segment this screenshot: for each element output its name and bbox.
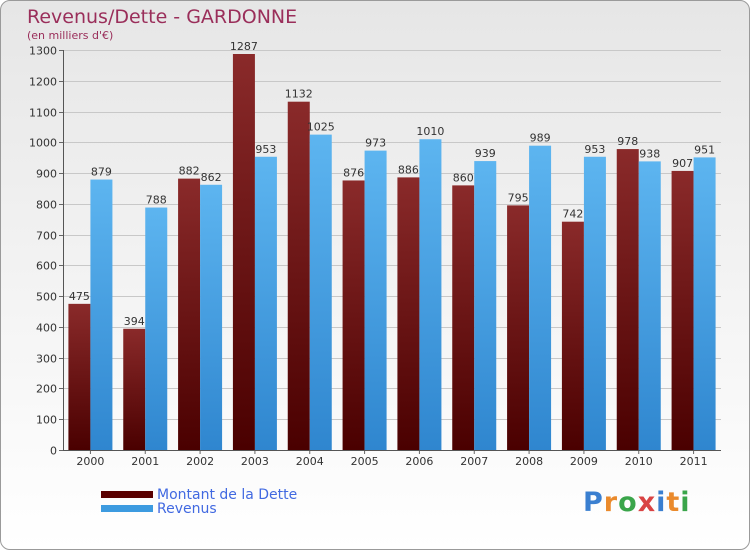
bar-dette — [616, 149, 639, 451]
y-tick-label: 500 — [36, 291, 57, 304]
bar-revenus — [309, 134, 332, 450]
legend-swatch-revenus — [101, 505, 153, 512]
bar-revenus — [90, 179, 113, 451]
data-label-revenus: 953 — [584, 143, 605, 156]
bar-dette — [178, 178, 201, 450]
bar-revenus — [583, 156, 606, 450]
bar-revenus — [254, 156, 277, 450]
labels: 0 100 200 300 400 500 600 700 800 900 1000 1100 1200… — [29, 40, 715, 468]
bar-revenus — [529, 145, 552, 450]
bar-dette — [507, 205, 530, 450]
bar-revenus — [364, 150, 387, 450]
logo-letter: i — [680, 487, 691, 518]
y-tick-label: 900 — [36, 168, 57, 181]
y-tick-label: 1200 — [29, 76, 57, 89]
data-label-dette: 475 — [69, 290, 90, 303]
data-label-revenus: 989 — [530, 132, 551, 145]
legend-label-dette: Montant de la Dette — [157, 487, 298, 503]
data-label-dette: 742 — [562, 208, 583, 221]
data-label-revenus: 1025 — [307, 121, 335, 134]
bar-revenus — [419, 139, 442, 450]
data-label-revenus: 938 — [639, 147, 660, 160]
x-tick-label: 2006 — [405, 455, 433, 468]
x-tick-label: 2008 — [515, 455, 543, 468]
x-tick-label: 2009 — [570, 455, 598, 468]
data-label-dette: 394 — [124, 315, 145, 328]
bar-revenus — [693, 157, 716, 450]
data-label-revenus: 788 — [146, 194, 167, 207]
axes — [59, 50, 721, 454]
bar-revenus — [474, 161, 497, 451]
y-tick-label: 1000 — [29, 137, 57, 150]
legend-label-revenus: Revenus — [157, 501, 217, 517]
data-label-revenus: 951 — [694, 143, 715, 156]
data-label-revenus: 879 — [91, 166, 112, 179]
logo-letter: t — [666, 487, 681, 518]
y-tick-label: 0 — [50, 445, 57, 458]
bar-dette — [342, 180, 365, 450]
bar-dette — [452, 185, 475, 450]
y-tick-label: 800 — [36, 199, 57, 212]
data-label-dette: 795 — [508, 191, 529, 204]
y-tick-label: 200 — [36, 383, 57, 396]
y-tick-label: 400 — [36, 322, 57, 335]
data-label-dette: 1287 — [230, 40, 258, 53]
bar-dette — [123, 328, 146, 450]
proxiti-logo: Proxiti — [583, 487, 691, 518]
y-tick-label: 100 — [36, 414, 57, 427]
data-label-dette: 1132 — [285, 88, 313, 101]
x-tick-label: 2004 — [296, 455, 324, 468]
logo-letter: x — [637, 487, 657, 518]
y-tick-label: 300 — [36, 353, 57, 366]
x-tick-label: 2007 — [460, 455, 488, 468]
logo-letter: i — [656, 487, 667, 518]
logo-letter: o — [618, 487, 638, 518]
bar-dette — [397, 177, 420, 450]
bar-revenus — [200, 184, 223, 450]
x-tick-label: 2000 — [76, 455, 104, 468]
x-tick-label: 2010 — [625, 455, 653, 468]
data-label-revenus: 973 — [365, 137, 386, 150]
grid-lines — [63, 50, 721, 451]
data-label-revenus: 862 — [201, 171, 222, 184]
bar-dette — [561, 221, 584, 450]
data-label-dette: 860 — [453, 171, 474, 184]
y-tick-label: 600 — [36, 260, 57, 273]
data-label-dette: 882 — [179, 165, 200, 178]
y-tick-label: 1300 — [29, 45, 57, 58]
data-label-dette: 886 — [398, 163, 419, 176]
y-tick-label: 700 — [36, 230, 57, 243]
bar-revenus — [638, 161, 661, 450]
x-tick-label: 2011 — [680, 455, 708, 468]
bars — [68, 54, 716, 451]
data-label-revenus: 1010 — [416, 125, 444, 138]
x-tick-label: 2003 — [241, 455, 269, 468]
bar-dette — [671, 170, 694, 450]
x-tick-label: 2002 — [186, 455, 214, 468]
bar-dette — [287, 101, 310, 450]
data-label-revenus: 953 — [255, 143, 276, 156]
bar-dette — [232, 54, 255, 450]
data-label-dette: 876 — [343, 166, 364, 179]
data-label-revenus: 939 — [475, 147, 496, 160]
logo-letter: r — [603, 487, 619, 518]
chart-title: Revenus/Dette - GARDONNE — [27, 6, 298, 28]
legend-swatch-dette — [101, 491, 153, 498]
bar-dette — [68, 303, 91, 450]
y-tick-label: 1100 — [29, 107, 57, 120]
data-label-dette: 907 — [672, 157, 693, 170]
x-tick-label: 2001 — [131, 455, 159, 468]
x-tick-label: 2005 — [351, 455, 379, 468]
chart-subtitle: (en milliers d'€) — [27, 29, 114, 42]
bar-revenus — [145, 207, 168, 450]
logo-letter: P — [583, 487, 604, 518]
data-label-dette: 978 — [617, 135, 638, 148]
